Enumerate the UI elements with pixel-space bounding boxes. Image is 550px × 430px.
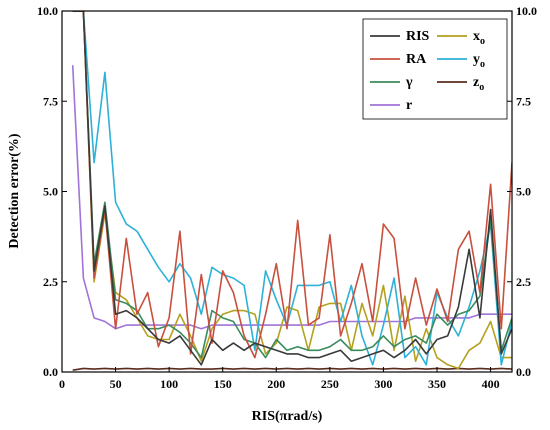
legend: RIS RA γr xo yo zo: [362, 18, 508, 120]
y-tick-label-right: 7.5: [516, 94, 531, 108]
x-tick-label: 350: [428, 377, 446, 391]
legend-label: RIS: [406, 29, 430, 44]
legend-entry: RA: [370, 52, 427, 67]
x-axis-title: RIS(πrad/s): [252, 409, 323, 424]
legend-entry: RIS: [370, 29, 430, 44]
series-line-γ: [72, 11, 512, 359]
legend-entry: yo: [437, 52, 485, 70]
x-tick-label: 100: [160, 377, 178, 391]
series-line-RIS: [72, 11, 512, 366]
x-tick-label: 150: [214, 377, 232, 391]
y-tick-label-right: 2.5: [516, 275, 531, 289]
y-tick-label-right: 5.0: [516, 185, 531, 199]
series-layer: [71, 11, 512, 371]
legend-label: zo: [473, 75, 484, 93]
y-tick-label-left: 7.5: [43, 94, 58, 108]
y-tick-label-left: 5.0: [43, 185, 58, 199]
series-group: [71, 11, 512, 371]
legend-box: [362, 18, 508, 120]
y-tick-label-right: 10.0: [516, 4, 537, 18]
legend-label: r: [406, 98, 412, 113]
y-axis-title: Detection error(%): [7, 133, 22, 249]
y-tick-label-left: 0.0: [43, 365, 58, 379]
tick-labels-layer: 0 50 100 150 200 250 300 350 400 0.0 0.0 2.5 2.5 5.0 5…: [37, 4, 537, 391]
series-line-xo: [72, 11, 512, 370]
y-tick-label-left: 10.0: [37, 4, 58, 18]
legend-label: γ: [405, 75, 413, 90]
x-tick-label: 0: [59, 377, 65, 391]
legend-entry: r: [370, 98, 412, 113]
legend-label: RA: [406, 52, 427, 67]
legend-label: xo: [473, 29, 485, 47]
legend-entry: γ: [370, 75, 413, 90]
x-tick-label: 250: [321, 377, 339, 391]
legend-label: yo: [473, 52, 485, 70]
y-tick-label-left: 2.5: [43, 275, 58, 289]
series-line-RA: [72, 11, 512, 359]
x-tick-label: 50: [110, 377, 122, 391]
series-line-zo: [72, 367, 512, 371]
x-tick-label: 300: [374, 377, 392, 391]
legend-entry: xo: [437, 29, 485, 47]
x-tick-label: 400: [482, 377, 500, 391]
legend-entry: zo: [437, 75, 484, 93]
y-tick-label-right: 0.0: [516, 365, 531, 379]
x-tick-label: 200: [267, 377, 285, 391]
ticks-layer: [61, 10, 512, 373]
